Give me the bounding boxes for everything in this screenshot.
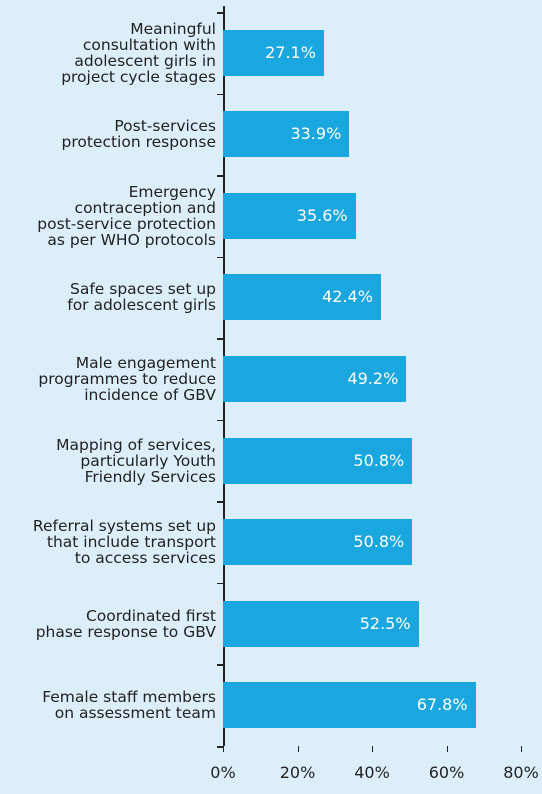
axis-tick	[217, 93, 223, 96]
category-label: Male engagement programmes to reduce inc…	[38, 354, 216, 404]
value-label: 67.8%	[416, 695, 468, 715]
bar	[223, 600, 419, 647]
axis-tick	[217, 256, 223, 259]
bar	[223, 111, 350, 158]
category-label: Meaningful consultation with adolescent …	[61, 19, 216, 86]
value-label: 50.8%	[353, 450, 405, 470]
category-label: Coordinated first phase response to GBV	[35, 606, 216, 641]
axis-tick	[217, 12, 223, 14]
category-label: Post-services protection response	[61, 117, 216, 152]
value-label: 27.1%	[265, 42, 316, 62]
x-tick-label: 40%	[354, 763, 390, 782]
x-tick-label: 60%	[428, 763, 465, 782]
bar	[223, 274, 381, 321]
category-label: Safe spaces set up for adolescent girls	[67, 280, 216, 315]
x-tick	[446, 746, 448, 752]
axis-tick	[217, 338, 223, 340]
value-label: 33.9%	[290, 124, 342, 144]
x-tick-label: 0%	[210, 763, 236, 782]
bar	[223, 29, 324, 76]
value-label: 42.4%	[322, 287, 373, 307]
value-label: 35.6%	[296, 205, 348, 225]
bar	[223, 356, 407, 402]
axis-tick	[217, 175, 223, 177]
x-tick	[223, 746, 224, 752]
category-label: Referral systems set up that include tra…	[32, 517, 216, 568]
value-label: 49.2%	[347, 369, 399, 388]
bar	[223, 437, 413, 484]
axis-tick	[217, 419, 223, 422]
x-tick	[521, 746, 522, 752]
axis-tick	[217, 664, 223, 666]
value-label: 50.8%	[353, 532, 405, 552]
x-tick	[372, 746, 373, 752]
bar	[223, 192, 356, 239]
x-tick	[297, 746, 299, 752]
category-label: Emergency contraception and post-service…	[37, 182, 216, 249]
axis-tick	[217, 746, 223, 748]
bar	[223, 682, 476, 729]
axis-tick	[217, 501, 223, 503]
value-label: 52.5%	[359, 613, 411, 633]
x-tick-label: 20%	[279, 763, 316, 782]
category-label: Mapping of services, particularly Youth …	[56, 435, 216, 486]
axis-tick	[217, 582, 223, 585]
bar	[223, 519, 413, 566]
x-tick-label: 80%	[503, 763, 539, 782]
category-label: Female staff members on assessment team	[42, 688, 216, 723]
